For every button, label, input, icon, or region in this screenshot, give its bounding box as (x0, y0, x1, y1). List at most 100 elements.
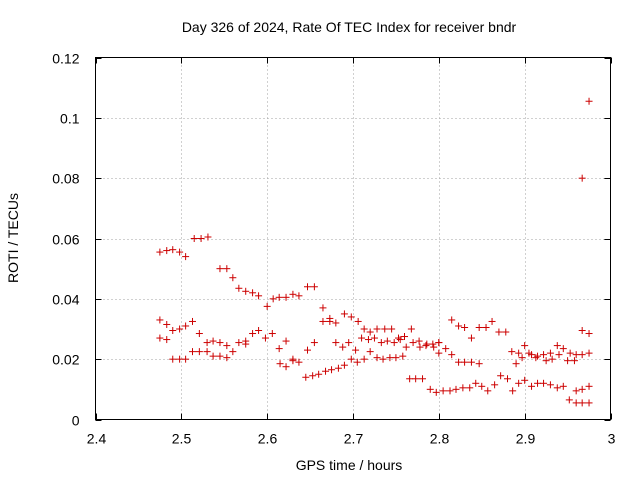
data-point-marker (461, 323, 469, 331)
data-point-marker (156, 316, 164, 324)
x-tick-label: 2.5 (172, 431, 192, 447)
data-point-marker (432, 388, 440, 396)
data-point-marker (216, 339, 224, 347)
data-point-marker (176, 355, 184, 363)
data-point-marker (169, 355, 177, 363)
data-point-marker (255, 327, 263, 335)
data-point-marker (223, 265, 231, 273)
data-point-marker (347, 313, 355, 321)
x-tick-label: 2.7 (344, 431, 364, 447)
data-point-marker (195, 348, 203, 356)
data-point-marker (415, 337, 423, 345)
data-point-marker (275, 345, 283, 353)
x-tick-label: 2.8 (430, 431, 450, 447)
data-point-marker (585, 330, 593, 338)
data-point-marker (435, 339, 443, 347)
data-point-marker (553, 342, 561, 350)
data-point-marker (188, 317, 196, 325)
data-point-marker (302, 373, 310, 381)
data-point-marker (353, 358, 361, 366)
y-tick-label: 0.06 (52, 232, 79, 248)
data-point-marker (572, 387, 580, 395)
data-point-marker (295, 358, 303, 366)
data-point-marker (334, 364, 342, 372)
data-point-marker (578, 399, 586, 407)
data-point-marker (169, 246, 177, 254)
data-point-marker (461, 358, 469, 366)
data-point-marker (484, 387, 492, 395)
x-tick-label: 2.6 (258, 431, 278, 447)
y-tick-label: 0.12 (52, 51, 79, 67)
data-point-marker (572, 399, 580, 407)
data-point-marker (289, 357, 297, 365)
data-point-marker (345, 339, 353, 347)
y-axis-label: ROTI / TECUs (5, 193, 21, 283)
data-point-marker (190, 235, 198, 242)
data-point-marker (255, 292, 263, 300)
data-point-marker (176, 325, 184, 333)
data-point-marker (426, 385, 434, 393)
data-point-marker (407, 325, 415, 333)
data-point-marker (555, 351, 563, 359)
data-point-marker (466, 384, 474, 392)
y-tick-labels: 0 0.02 0.04 0.06 0.08 0.1 0.12 (52, 51, 79, 429)
data-point-marker (156, 334, 164, 342)
data-point-marker (442, 345, 450, 353)
data-point-marker (347, 355, 355, 363)
data-point-marker (491, 381, 499, 389)
data-point-marker (422, 342, 430, 350)
data-point-marker (412, 375, 420, 383)
data-point-marker (540, 351, 548, 359)
data-point-marker (564, 357, 572, 365)
data-point-marker (406, 375, 414, 383)
data-points (156, 97, 593, 407)
data-point-marker (521, 376, 529, 384)
data-point-marker (223, 342, 231, 350)
data-point-marker (366, 328, 374, 336)
data-point-marker (373, 354, 381, 362)
data-point-marker (546, 349, 554, 357)
x-tick-label: 2.9 (516, 431, 536, 447)
data-point-marker (358, 334, 366, 342)
grid-lines (95, 57, 611, 420)
data-point-marker (169, 327, 177, 335)
data-point-marker (209, 337, 217, 345)
data-point-marker (528, 382, 536, 390)
x-tick-label: 3 (608, 431, 616, 447)
data-point-marker (263, 302, 271, 310)
data-point-marker (542, 357, 550, 365)
data-point-marker (223, 354, 231, 362)
chart-title: Day 326 of 2024, Rate Of TEC Index for r… (182, 19, 517, 35)
data-point-marker (354, 317, 362, 325)
data-point-marker (430, 343, 438, 351)
data-point-marker (339, 343, 347, 351)
data-point-marker (394, 334, 402, 342)
data-point-marker (249, 330, 257, 338)
data-point-marker (216, 352, 224, 360)
data-point-marker (416, 343, 424, 351)
data-point-marker (446, 387, 454, 395)
data-point-marker (319, 317, 327, 325)
data-point-marker (497, 372, 505, 380)
x-axis-label: GPS time / hours (296, 457, 403, 473)
data-point-marker (276, 360, 284, 368)
data-point-marker (585, 349, 593, 357)
data-point-marker (429, 340, 437, 348)
data-point-marker (482, 323, 490, 331)
data-point-marker (163, 320, 171, 328)
data-point-marker (352, 346, 360, 354)
data-point-marker (509, 387, 517, 395)
data-point-marker (203, 339, 211, 347)
data-point-marker (315, 370, 323, 378)
data-point-marker (512, 360, 520, 368)
data-point-marker (322, 367, 330, 375)
data-point-marker (310, 339, 318, 347)
x-tick-labels: 2.4 2.5 2.6 2.7 2.8 2.9 3 (87, 431, 616, 447)
data-point-marker (585, 399, 593, 407)
data-point-marker (515, 349, 523, 357)
data-point-marker (332, 319, 340, 327)
data-point-marker (472, 379, 480, 387)
data-point-marker (392, 354, 400, 362)
data-point-marker (282, 337, 290, 345)
data-point-marker (566, 349, 574, 357)
